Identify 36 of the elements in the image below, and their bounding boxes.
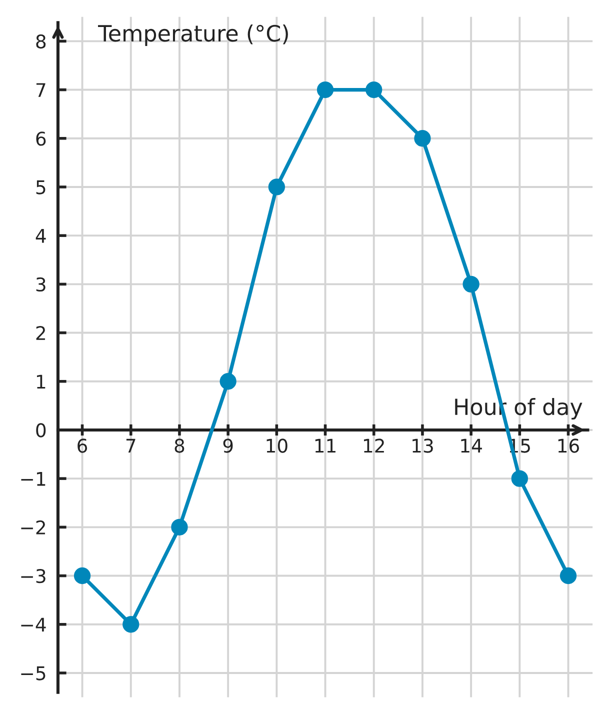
y-tick-label: 1	[36, 374, 46, 388]
x-tick-label: 11	[315, 438, 336, 453]
y-tick-label: 3	[36, 277, 46, 292]
point	[414, 130, 431, 147]
y-tick-label: −3	[21, 568, 46, 584]
y-tick-label: −5	[21, 666, 46, 680]
point	[268, 178, 285, 196]
y-tick-label: 2	[36, 326, 45, 340]
y-tick-label: −4	[21, 618, 46, 632]
y-tick-label: 8	[36, 34, 46, 49]
y-tick-label: −2	[21, 520, 45, 534]
point	[316, 81, 334, 98]
point	[74, 567, 91, 584]
x-tick-label: 13	[412, 438, 433, 453]
y-tick-label: −1	[21, 472, 46, 486]
point	[122, 616, 140, 633]
point	[220, 373, 236, 390]
y-tick-label: 5	[36, 180, 46, 194]
x-tick-label: 12	[364, 438, 384, 453]
x-tick-label: 7	[126, 438, 136, 453]
x-tick-label: 10	[266, 438, 288, 453]
x-tick-label: 6	[78, 438, 88, 453]
y-tick-label: 0	[36, 423, 46, 438]
point	[366, 81, 382, 98]
y-axis-title: Temperature (°C)	[98, 24, 288, 46]
y-tick-label: 4	[36, 229, 46, 243]
x-tick-label: 9	[223, 438, 233, 453]
y-tick-label: 6	[36, 132, 46, 146]
y-tick-label: 7	[36, 83, 46, 97]
x-tick-label: 16	[558, 438, 580, 453]
point	[462, 276, 480, 293]
point	[511, 470, 528, 487]
point	[560, 567, 577, 584]
point	[171, 518, 188, 536]
x-tick-label: 8	[174, 438, 184, 453]
x-tick-label: 14	[461, 438, 482, 453]
